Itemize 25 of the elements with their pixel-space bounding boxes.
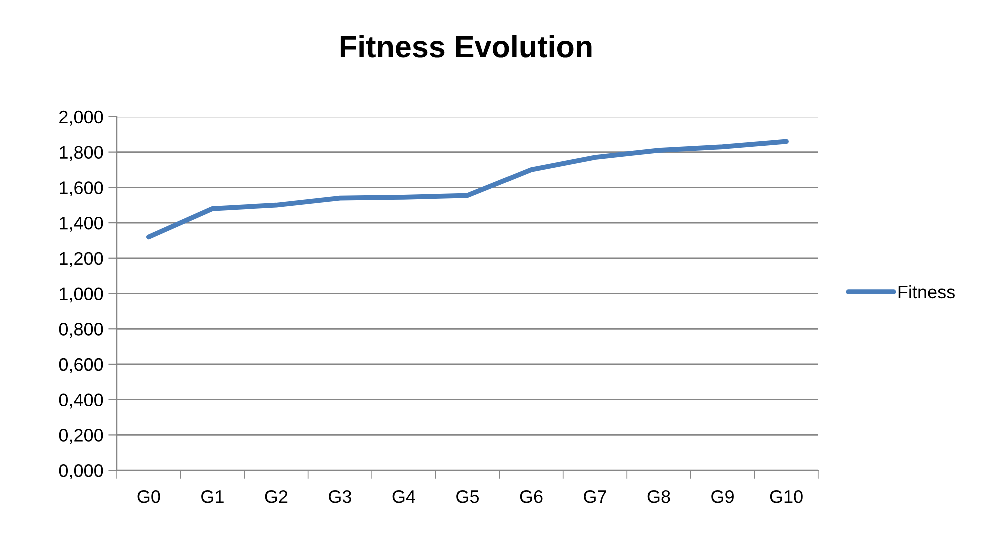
- x-tick-label: G0: [138, 490, 160, 504]
- y-tick-label: 0,600: [59, 358, 104, 374]
- y-tick-label: 1,800: [60, 146, 104, 162]
- y-tick-label: 1,000: [60, 288, 104, 303]
- x-tick-label: G1: [202, 490, 224, 504]
- x-tick-label: G5: [456, 490, 480, 504]
- legend-label: Fitness: [898, 285, 955, 299]
- y-tick-label: 1,600: [60, 182, 104, 197]
- x-tick-label: G8: [648, 490, 670, 504]
- y-tick-label: 1,400: [60, 216, 104, 232]
- line-series: [146, 139, 789, 240]
- y-tick-label: 1,200: [60, 252, 104, 268]
- x-tick-label: G3: [329, 490, 352, 504]
- y-tick-label: 0,000: [59, 464, 104, 480]
- y-tick-label: 0,200: [59, 429, 104, 444]
- chart-title: Fitness Evolution: [340, 35, 592, 58]
- x-tick-label: G10: [770, 490, 803, 504]
- x-tick-label: G9: [712, 490, 734, 504]
- x-tick-label: G6: [520, 490, 543, 504]
- x-tick-label: G7: [584, 490, 606, 504]
- y-tick-label: 2,000: [60, 110, 104, 126]
- x-tick-label: G2: [265, 490, 288, 504]
- x-tick-label: G4: [392, 490, 416, 504]
- y-tick-label: 0,400: [59, 394, 104, 409]
- y-tick-label: 0,800: [59, 323, 104, 338]
